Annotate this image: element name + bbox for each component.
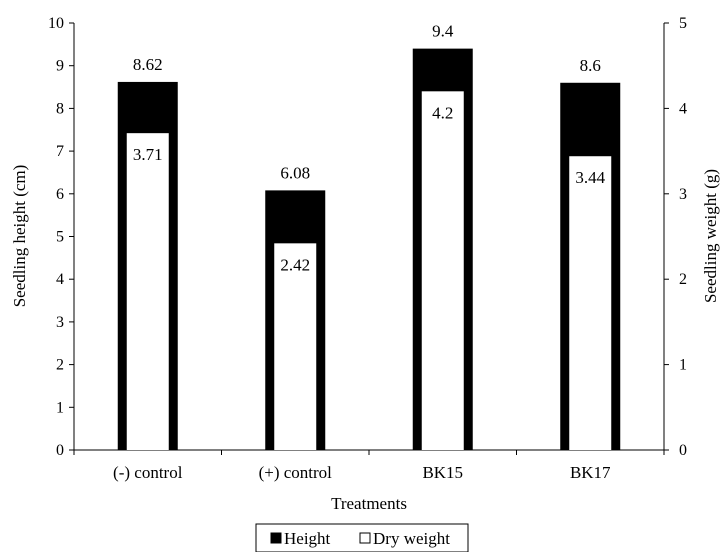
bar-dry-weight bbox=[274, 243, 317, 450]
y-tick-label: 8 bbox=[56, 100, 64, 117]
legend-swatch-dry-weight bbox=[359, 532, 371, 544]
x-tick-label: BK15 bbox=[422, 463, 463, 482]
legend-label-dry-weight: Dry weight bbox=[373, 529, 450, 548]
y-tick-label: 2 bbox=[56, 357, 64, 374]
x-tick-label: (+) control bbox=[259, 463, 333, 482]
legend-box bbox=[255, 523, 469, 552]
y2-tick-label: 2 bbox=[679, 271, 687, 288]
data-label-dry-weight: 3.71 bbox=[133, 145, 163, 164]
data-labels: 8.62 3.71 6.08 2.42 9.4 4.2 8.6 3.44 bbox=[133, 22, 606, 275]
data-label-dry-weight: 3.44 bbox=[575, 168, 605, 187]
y-axis-title: Seedling height (cm) bbox=[10, 165, 29, 308]
y-tick-label: 1 bbox=[56, 399, 64, 416]
y2-tick-label: 0 bbox=[679, 442, 687, 459]
y2-tick-label: 1 bbox=[679, 357, 687, 374]
y-tick-label: 9 bbox=[56, 58, 64, 75]
data-label-height: 8.6 bbox=[580, 56, 601, 75]
legend-swatch-height bbox=[270, 532, 282, 544]
legend-label-height: Height bbox=[284, 529, 331, 548]
data-label-height: 8.62 bbox=[133, 55, 163, 74]
y-tick-label: 6 bbox=[56, 186, 64, 203]
bar-dry-weight bbox=[421, 91, 464, 450]
y-tick-label: 5 bbox=[56, 229, 64, 246]
legend: Height Dry weight bbox=[255, 523, 469, 552]
data-label-dry-weight: 4.2 bbox=[432, 103, 453, 122]
y2-axis-title: Seedling weight (g) bbox=[701, 169, 720, 303]
y-tick-label: 0 bbox=[56, 442, 64, 459]
x-tick-label: BK17 bbox=[570, 463, 611, 482]
y2-tick-label: 3 bbox=[679, 186, 687, 203]
y-tick-label: 10 bbox=[48, 15, 64, 32]
bar-dry-weight bbox=[569, 156, 612, 450]
data-label-height: 9.4 bbox=[432, 22, 454, 41]
y-tick-label: 4 bbox=[56, 271, 64, 288]
y-tick-label: 3 bbox=[56, 314, 64, 331]
bar-dry-weight bbox=[126, 133, 169, 450]
y2-tick-label: 4 bbox=[679, 100, 687, 117]
x-tick-label: (-) control bbox=[113, 463, 183, 482]
y2-tick-label: 5 bbox=[679, 15, 687, 32]
data-label-height: 6.08 bbox=[280, 163, 310, 182]
y-tick-label: 7 bbox=[56, 143, 64, 160]
data-label-dry-weight: 2.42 bbox=[280, 255, 310, 274]
x-axis-title: Treatments bbox=[331, 494, 407, 513]
bars bbox=[117, 48, 621, 451]
